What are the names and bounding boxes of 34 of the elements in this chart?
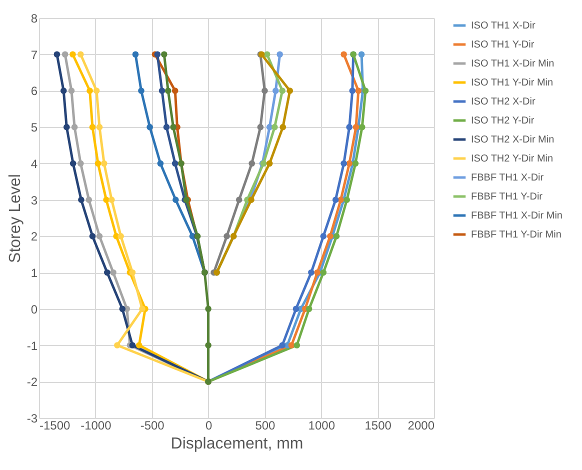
x-tick-label: 1500 [364, 418, 392, 432]
y-tick-label: 6 [30, 84, 38, 98]
x-tick-label: -1000 [80, 418, 112, 432]
legend-label: FBBF TH1 X-Dir [471, 172, 544, 184]
y-tick-label: 3 [30, 193, 38, 208]
legend-label: FBBF TH1 X-Dir Min [471, 210, 562, 222]
legend-label: ISO TH1 Y-Dir [471, 40, 535, 50]
y-tick-label: 0 [30, 302, 38, 316]
y-tick-label: 1 [30, 266, 38, 280]
legend-label: FBBF TH1 Y-Dir Min [471, 230, 562, 240]
y-tick-label: 4 [30, 156, 38, 171]
x-tick-label: 2000 [408, 418, 435, 432]
y-tick-label: 2 [30, 230, 38, 244]
legend-label: ISO TH2 X-Dir [471, 96, 536, 108]
x-tick-label: 1000 [308, 418, 336, 432]
legend-label: ISO TH1 Y-Dir Min [471, 78, 554, 88]
legend-label: ISO TH2 X-Dir Min [471, 134, 554, 146]
x-tick-label: 500 [255, 418, 276, 432]
y-tick-label: -2 [26, 375, 38, 390]
legend-label: FBBF TH1 Y-Dir [471, 192, 544, 202]
y-tick-label: 8 [30, 12, 38, 26]
legend-label: ISO TH1 X-Dir [471, 20, 536, 32]
y-axis-title: Storey Level [6, 174, 24, 263]
x-axis-title: Displacement, mm [170, 436, 304, 452]
y-tick-label: -1 [26, 338, 38, 353]
y-tick-label: 5 [30, 120, 38, 135]
x-tick-label: -1500 [40, 418, 71, 432]
x-tick-label: 0 [205, 418, 212, 432]
y-tick-label: 7 [30, 48, 38, 62]
legend-label: ISO TH2 Y-Dir [471, 116, 535, 126]
y-tick-label: -3 [26, 412, 38, 426]
legend-label: ISO TH2 Y-Dir Min [471, 154, 554, 164]
x-tick-label: -500 [140, 418, 165, 432]
legend-label: ISO TH1 X-Dir Min [471, 58, 554, 70]
